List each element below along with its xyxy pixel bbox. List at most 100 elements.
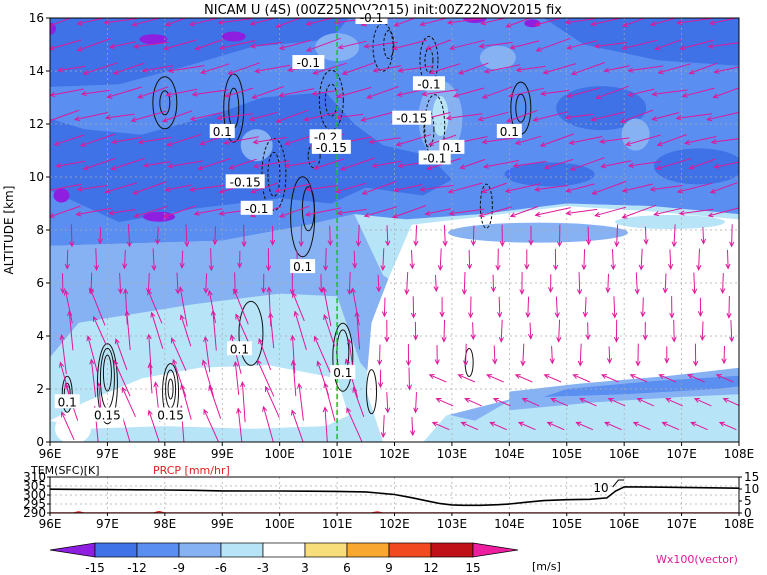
sub-x-tick-label: 98E xyxy=(153,517,176,531)
wind-vector xyxy=(57,65,86,73)
wind-vector xyxy=(59,361,70,395)
wind-vector xyxy=(576,272,583,295)
wind-vector xyxy=(404,271,410,296)
wind-vector xyxy=(381,297,388,318)
wind-vector xyxy=(392,184,423,193)
wind-vector xyxy=(76,185,108,192)
contour-label-bg xyxy=(290,259,316,274)
contour-line xyxy=(267,151,281,197)
wind-vector xyxy=(463,343,469,367)
wind-vector xyxy=(565,183,595,193)
wind-vector xyxy=(600,160,632,169)
wind-vector xyxy=(61,411,75,441)
wind-vector xyxy=(304,207,342,217)
contour-label-bg xyxy=(226,341,252,356)
wind-vector xyxy=(172,358,187,398)
wind-vector xyxy=(431,421,450,431)
wind-vector xyxy=(470,225,477,247)
colorbar-label: 6 xyxy=(343,561,351,575)
wind-vector xyxy=(131,18,162,27)
colorbar-label: -15 xyxy=(85,561,105,575)
shade-purple xyxy=(139,34,168,45)
wind-vector xyxy=(223,136,259,145)
wind-vector xyxy=(517,421,536,431)
wind-vector xyxy=(350,287,360,326)
wind-vector xyxy=(693,398,712,407)
wind-vector xyxy=(227,62,260,75)
shade-pale-mid xyxy=(615,215,726,230)
wind-vector xyxy=(64,249,70,270)
wind-vector xyxy=(413,392,419,414)
wind-vector xyxy=(346,272,353,296)
contour-label-bg xyxy=(240,200,273,215)
colorbar-swatch xyxy=(430,542,474,558)
contour-label: 0.1 xyxy=(230,342,249,356)
right-series-label: PRCP [mm/hr] xyxy=(153,464,230,477)
wind-vector xyxy=(691,272,698,295)
wind-vector xyxy=(154,226,161,245)
wind-vector xyxy=(283,160,317,169)
wind-vector xyxy=(649,18,678,27)
wind-vector xyxy=(203,335,211,373)
contour-label-bg xyxy=(412,76,445,91)
wind-vector xyxy=(316,360,330,396)
wind-vector xyxy=(363,41,399,49)
temperature-line xyxy=(50,486,739,507)
wind-vector xyxy=(577,343,584,367)
wind-vector xyxy=(113,359,131,397)
contour-label-bg xyxy=(355,10,388,24)
wind-vector xyxy=(593,41,627,49)
shade-dark-right2 xyxy=(653,148,739,185)
contour-line xyxy=(372,22,394,72)
contour-line xyxy=(423,110,435,148)
sub-x-tick-label: 106E xyxy=(609,517,640,531)
wind-vector xyxy=(594,206,627,218)
wind-vector xyxy=(151,248,157,272)
wind-vector xyxy=(548,274,554,293)
wind-vector xyxy=(76,38,111,52)
wind-vector xyxy=(219,40,256,51)
wind-vector xyxy=(676,18,713,26)
surface-panel: TEM(SFC)[K] PRCP [mm/hr] 310305300295290… xyxy=(23,464,759,531)
wind-vector xyxy=(568,136,603,145)
wind-vector xyxy=(446,18,483,25)
wind-vector xyxy=(200,63,230,75)
wind-vector xyxy=(164,18,187,27)
contour-line xyxy=(159,90,171,116)
wind-vector xyxy=(729,320,735,343)
wind-vector xyxy=(380,415,386,439)
sub-x-tick-label: 99E xyxy=(211,517,234,531)
y-axis: 0 2 4 6 8 10 12 14 16 xyxy=(29,11,50,449)
shade-light-up xyxy=(240,129,273,162)
wind-vector xyxy=(687,374,705,383)
wind-vector xyxy=(147,409,160,442)
contour-label-bg xyxy=(54,394,80,409)
sub-x-tick-label: 104E xyxy=(494,517,525,531)
wind-vector xyxy=(514,374,533,383)
wind-vector xyxy=(591,180,627,195)
colorbar-swatch xyxy=(94,542,138,558)
wind-vector xyxy=(447,182,483,194)
wind-vector xyxy=(658,374,677,383)
wind-vector xyxy=(585,226,592,246)
x-tick-label: 99E xyxy=(211,447,234,461)
wind-vector xyxy=(339,157,376,171)
x-tick-label: 102E xyxy=(379,447,410,461)
wind-vector xyxy=(409,417,416,437)
wind-vector xyxy=(433,274,439,293)
wind-vector xyxy=(266,286,272,327)
wind-vector xyxy=(495,248,501,271)
wind-vector xyxy=(482,160,519,169)
wind-vector xyxy=(75,207,112,217)
wind-vector xyxy=(352,250,358,269)
wind-vector xyxy=(97,227,103,245)
wind-vector xyxy=(638,248,644,271)
wind-vector xyxy=(121,386,136,418)
wind-vector xyxy=(409,250,415,270)
heatmap-panel: -0.1-0.1-0.1-0.150.1 -0.2-0.15 0.10.1-0.1-… xyxy=(2,10,754,461)
wind-vector xyxy=(248,111,278,122)
contour-label: 0.1 xyxy=(293,260,312,274)
precipitation-line xyxy=(50,510,739,513)
wind-vector xyxy=(89,358,97,398)
